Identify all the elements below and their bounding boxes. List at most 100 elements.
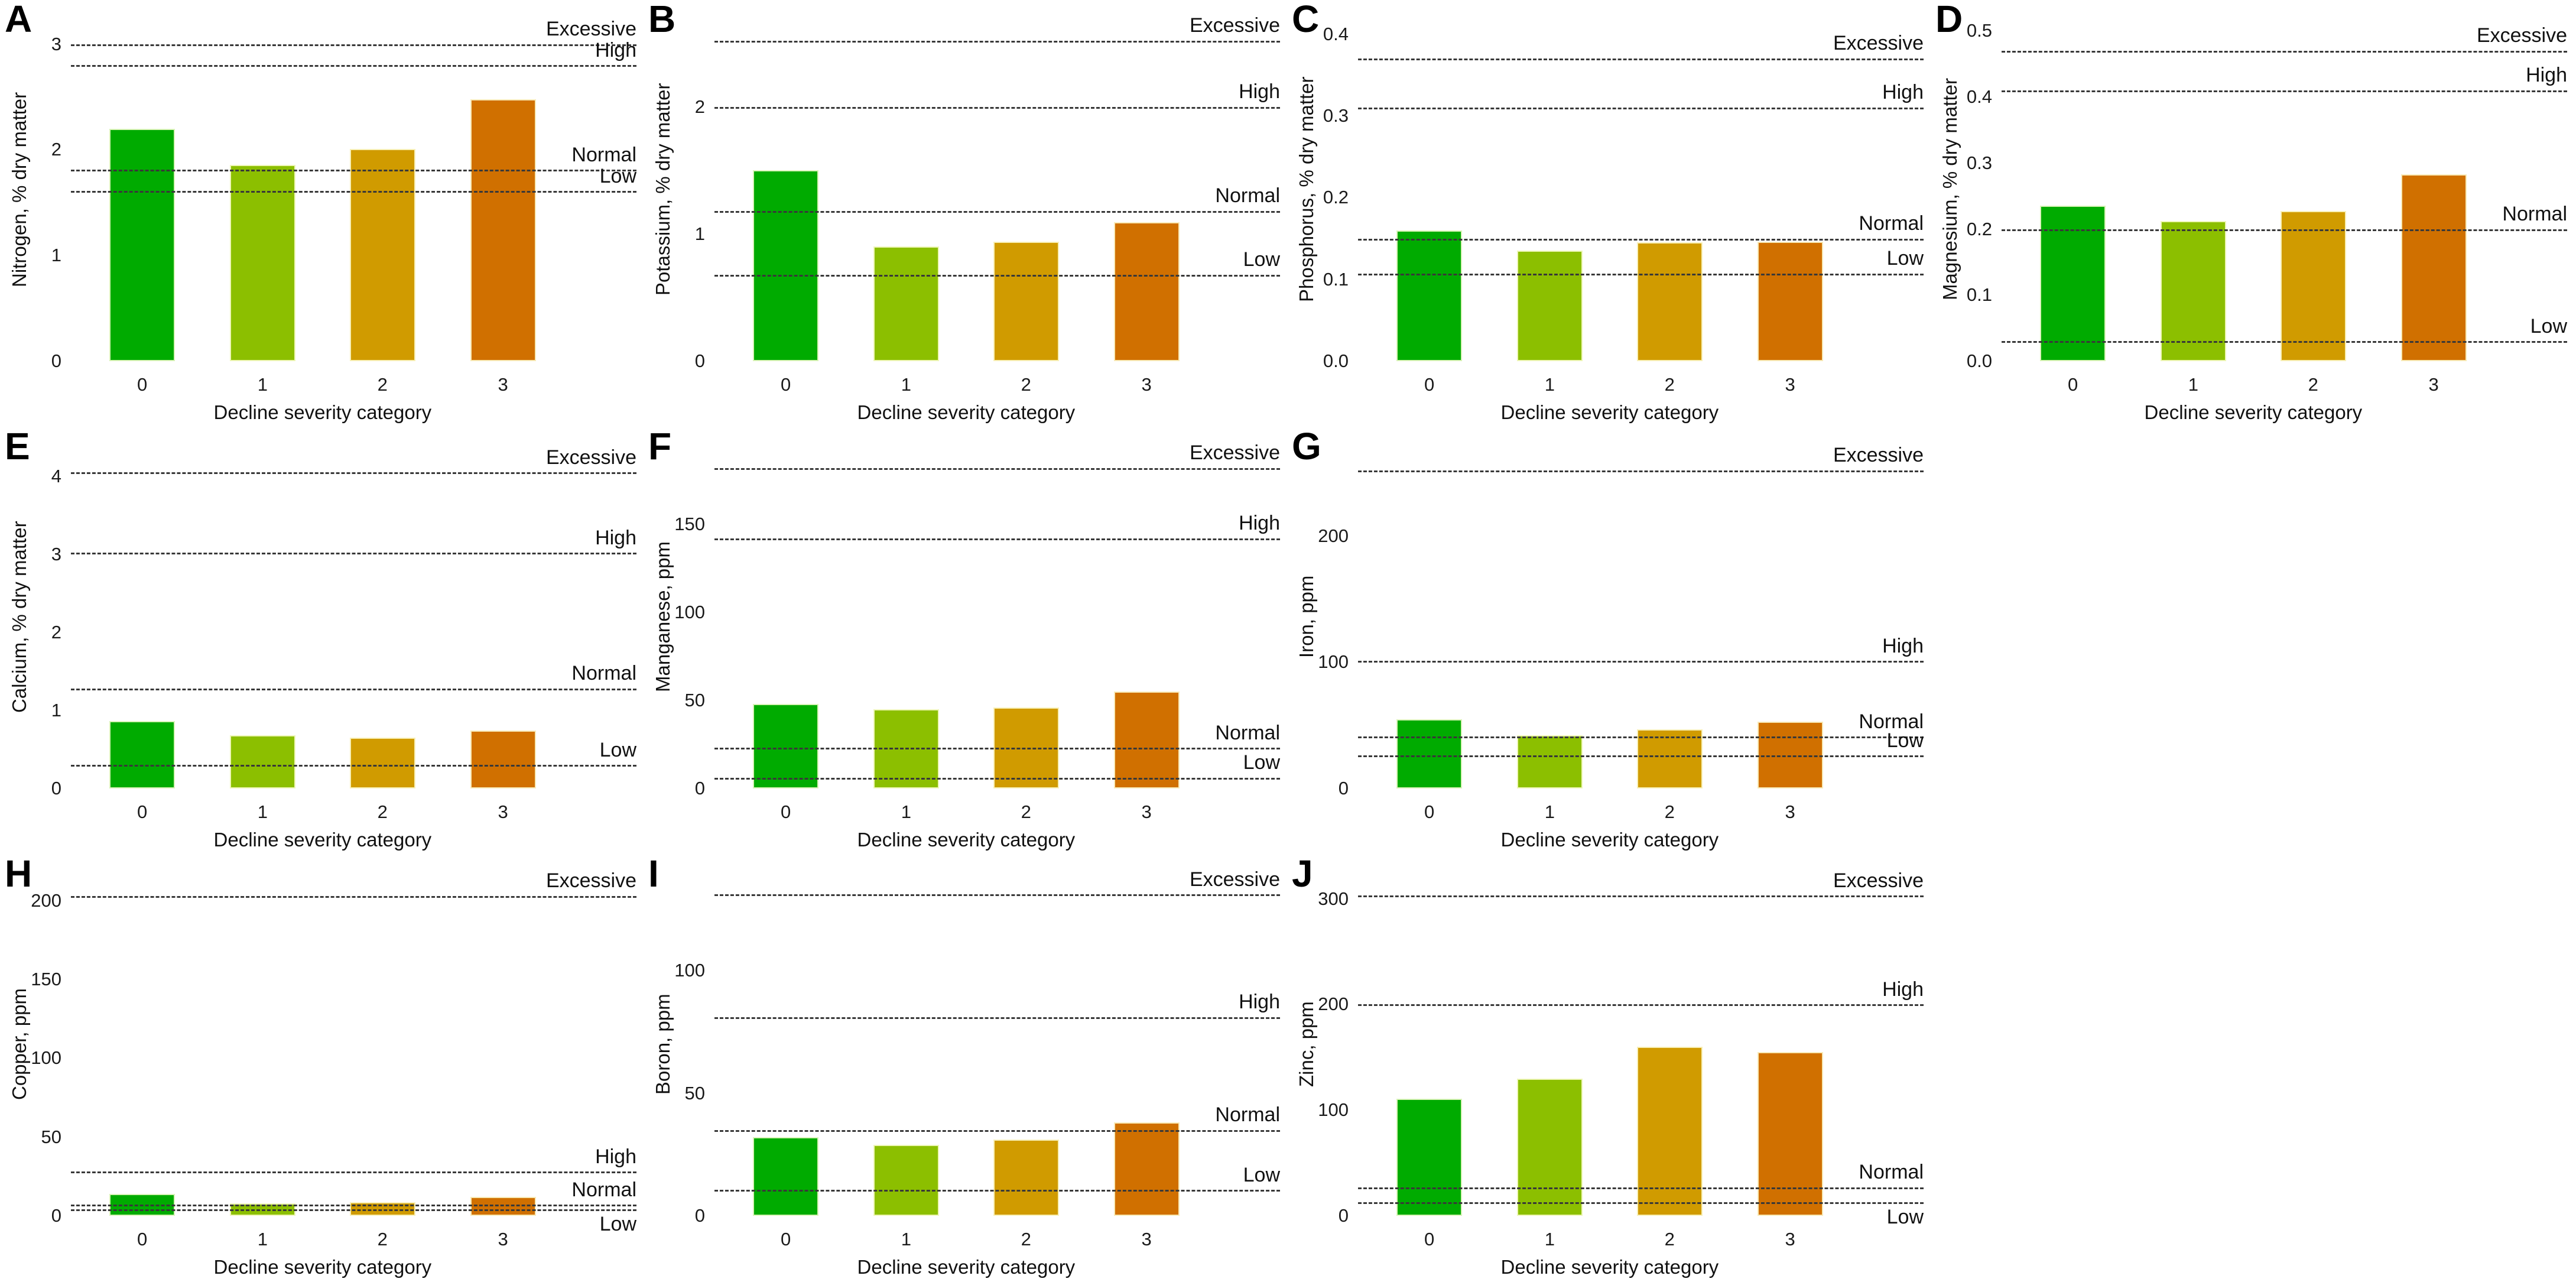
panel-letter-G: G — [1292, 425, 1321, 468]
x-tick-label: 2 — [377, 801, 388, 822]
threshold-label-excessive: Excessive — [1833, 869, 1924, 892]
x-tick-label: 3 — [1785, 374, 1795, 395]
bar-category-3 — [1113, 222, 1180, 361]
threshold-label-excessive: Excessive — [1189, 14, 1280, 37]
bar-category-3 — [1757, 721, 1823, 788]
y-tick-label: 100 — [1318, 1099, 1349, 1121]
threshold-line-excessive — [71, 895, 636, 898]
threshold-line-high — [714, 538, 1280, 540]
plot-area: Excessive High Normal Low — [2002, 18, 2567, 361]
x-tick-label: 1 — [901, 1229, 912, 1249]
threshold-line-low — [1358, 273, 1924, 275]
panel-letter-D: D — [1935, 0, 1963, 40]
threshold-label-high: High — [1239, 991, 1280, 1014]
y-axis-title: Iron, ppm — [1295, 575, 1317, 658]
threshold-label-high: High — [2526, 64, 2567, 87]
bar-category-0 — [753, 170, 819, 361]
x-tick-label: 3 — [498, 374, 508, 395]
plot-area: Excessive High Normal Low — [714, 442, 1280, 788]
y-tick-label: 2 — [51, 621, 61, 642]
threshold-label-low: Low — [2530, 314, 2567, 337]
y-tick-label: 3 — [51, 543, 61, 564]
panel-H: H Copper, ppm 0 50 100 150 200 Excessive High Nor… — [0, 855, 644, 1282]
panel-letter-J: J — [1292, 852, 1313, 895]
x-axis-title: Decline severity category — [857, 1256, 1076, 1278]
panel-letter-B: B — [648, 0, 676, 40]
y-tick-label: 50 — [684, 1082, 705, 1104]
bar-category-0 — [1396, 1098, 1463, 1216]
y-tick-label: 0.5 — [1966, 20, 1992, 41]
threshold-line-normal — [2002, 229, 2567, 231]
threshold-line-high — [71, 553, 636, 555]
panel-letter-C: C — [1292, 0, 1320, 40]
panel-letter-H: H — [5, 852, 33, 895]
threshold-line-normal — [714, 1130, 1280, 1132]
threshold-label-low: Low — [1886, 729, 1924, 752]
x-tick-label: 3 — [498, 801, 508, 822]
threshold-label-low: Low — [599, 1213, 636, 1236]
plot-area: Excessive High Normal Low — [1358, 444, 1924, 788]
threshold-line-high — [71, 1171, 636, 1174]
threshold-label-normal: Normal — [1215, 184, 1280, 207]
x-tick-label: 2 — [1664, 801, 1675, 822]
threshold-line-high — [1358, 661, 1924, 663]
bar-category-3 — [1113, 692, 1180, 788]
x-tick-label: 3 — [1785, 1229, 1795, 1249]
x-axis-title: Decline severity category — [213, 1256, 432, 1278]
plot-area: Excessive High Normal Low — [71, 871, 636, 1235]
threshold-label-excessive: Excessive — [545, 446, 636, 469]
panel-A: A Nitrogen, % dry matter 0 1 2 3 Excessive High… — [0, 0, 644, 427]
panel-D: D Magnesium, % dry matter 0.0 0.1 0.2 0.3 0.4 0… — [1931, 0, 2574, 427]
plot-area: Excessive High Normal Low — [71, 445, 636, 788]
x-tick-label: 0 — [1424, 801, 1435, 822]
x-tick-label: 2 — [1021, 1229, 1031, 1249]
threshold-label-normal: Normal — [571, 143, 636, 166]
bar-category-2 — [349, 148, 415, 361]
y-tick-label: 100 — [674, 602, 705, 623]
threshold-label-low: Low — [1243, 248, 1280, 271]
threshold-line-high — [71, 65, 636, 67]
plot-area: Excessive High Normal Low — [1358, 18, 1924, 361]
x-tick-label: 1 — [257, 801, 268, 822]
y-tick-label: 150 — [31, 969, 61, 990]
bar-category-1 — [2160, 221, 2226, 361]
y-tick-label: 0 — [694, 778, 705, 799]
threshold-line-low — [71, 191, 636, 193]
y-tick-label: 0.1 — [1966, 284, 1992, 306]
plot-area: Excessive High Normal Low — [71, 18, 636, 361]
x-tick-label: 1 — [257, 374, 268, 395]
threshold-line-low — [714, 1190, 1280, 1192]
x-tick-label: 0 — [780, 374, 791, 395]
threshold-line-excessive — [1358, 895, 1924, 898]
y-tick-label: 4 — [51, 465, 61, 486]
y-tick-label: 2 — [51, 139, 61, 160]
bar-category-2 — [1636, 1046, 1703, 1216]
threshold-label-normal: Normal — [571, 662, 636, 685]
threshold-label-low: Low — [1886, 1205, 1924, 1228]
bar-category-1 — [229, 735, 295, 788]
x-tick-label: 1 — [901, 801, 912, 822]
threshold-line-high — [1358, 108, 1924, 110]
x-tick-label: 2 — [1021, 374, 1031, 395]
y-axis-title: Nitrogen, % dry matter — [8, 92, 30, 287]
x-tick-label: 2 — [1664, 1229, 1675, 1249]
bar-category-1 — [1516, 735, 1583, 788]
panel-letter-A: A — [5, 0, 33, 40]
y-tick-label: 0.2 — [1966, 218, 1992, 239]
y-tick-label: 0 — [51, 350, 61, 371]
x-tick-label: 0 — [2067, 374, 2078, 395]
y-tick-label: 0.4 — [1323, 23, 1349, 44]
bar-category-3 — [2400, 174, 2467, 361]
y-tick-label: 0 — [1338, 1205, 1349, 1226]
x-tick-label: 2 — [1021, 801, 1031, 822]
threshold-line-normal — [71, 170, 636, 172]
y-tick-label: 0.4 — [1966, 86, 1992, 108]
threshold-label-normal: Normal — [2502, 202, 2567, 225]
y-tick-label: 100 — [674, 960, 705, 981]
y-axis-title: Potassium, % dry matter — [652, 83, 674, 296]
x-tick-label: 1 — [2188, 374, 2199, 395]
y-tick-label: 150 — [674, 514, 705, 535]
x-tick-label: 0 — [780, 1229, 791, 1249]
x-tick-label: 1 — [1544, 374, 1555, 395]
bar-category-3 — [470, 99, 536, 361]
